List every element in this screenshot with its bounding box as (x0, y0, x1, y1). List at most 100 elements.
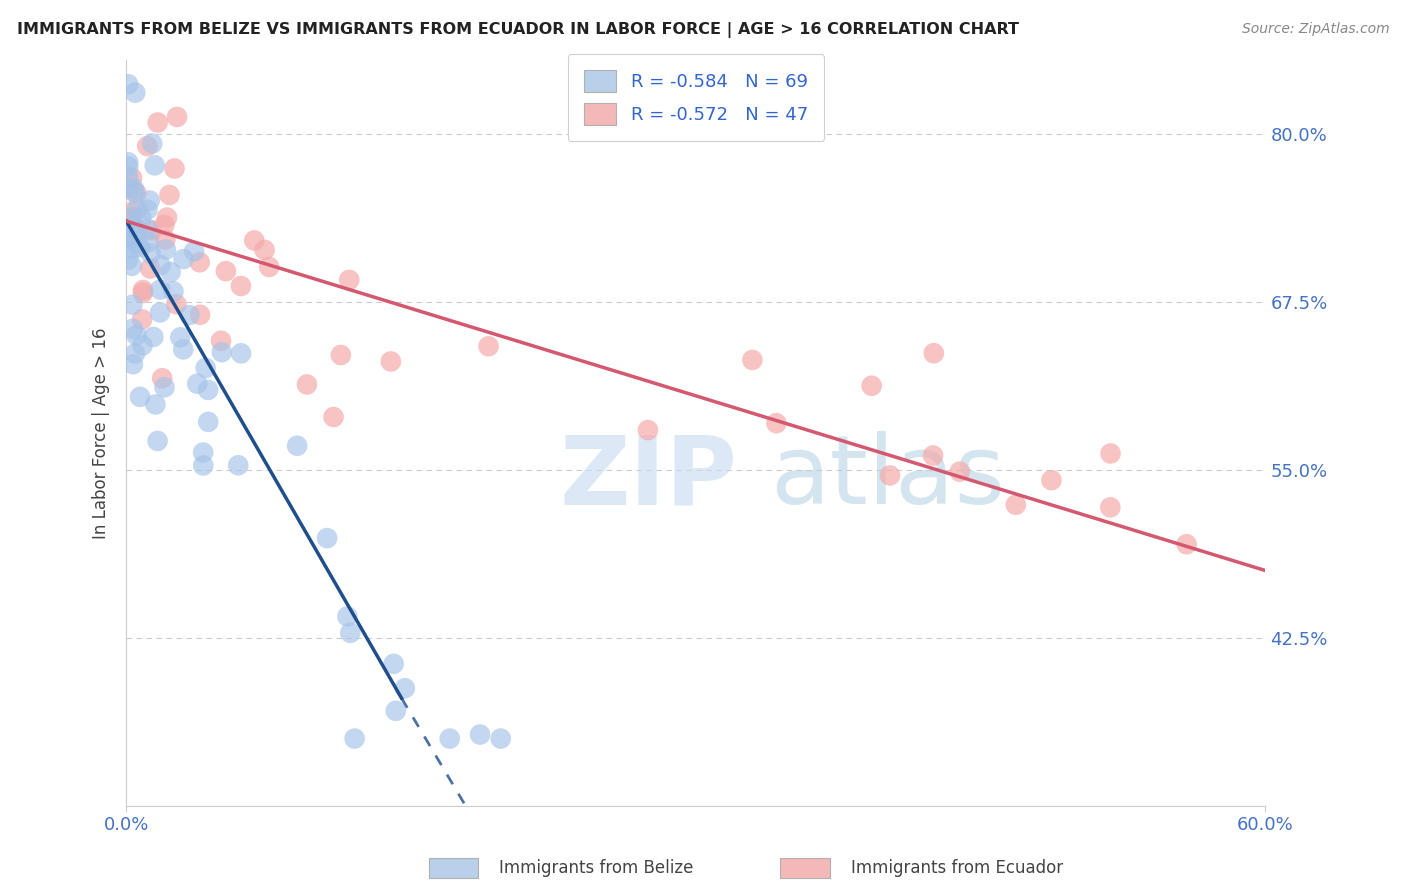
Point (141, 223, 163, 237)
Point (117, 77, 139, 91)
Point (229, 279, 252, 293)
Point (226, 458, 249, 473)
Point (637, 423, 659, 437)
Point (117, 155, 139, 169)
Point (125, 235, 148, 250)
Point (162, 285, 184, 299)
Point (143, 158, 166, 172)
Point (172, 252, 194, 266)
Point (183, 244, 205, 259)
Point (229, 346, 252, 360)
Point (159, 188, 181, 202)
Point (117, 252, 139, 267)
Point (439, 731, 461, 746)
Point (188, 255, 211, 269)
Point (129, 240, 152, 254)
Point (179, 308, 201, 322)
Point (121, 212, 143, 227)
Point (149, 258, 172, 272)
Point (146, 434, 169, 448)
Point (343, 731, 366, 746)
Point (394, 681, 416, 696)
Point (139, 246, 162, 260)
Point (337, 273, 360, 287)
Point (121, 219, 143, 234)
Point (172, 343, 194, 357)
Point (150, 371, 173, 385)
Point (384, 704, 406, 718)
Point (129, 390, 152, 404)
Point (146, 115, 169, 129)
Point (121, 210, 143, 224)
Point (382, 657, 405, 671)
Point (131, 312, 153, 326)
Point (322, 410, 344, 425)
Point (117, 169, 139, 184)
Point (131, 338, 153, 352)
Point (145, 397, 167, 411)
Point (149, 305, 172, 319)
Point (117, 233, 139, 247)
Point (136, 222, 159, 236)
Point (132, 285, 155, 300)
Point (316, 531, 339, 545)
Point (193, 458, 215, 473)
Text: atlas: atlas (770, 431, 1005, 524)
Point (117, 160, 139, 174)
Point (122, 357, 145, 371)
Point (860, 378, 883, 392)
Legend: R = -0.584   N = 69, R = -0.572   N = 47: R = -0.584 N = 69, R = -0.572 N = 47 (568, 54, 824, 141)
Point (380, 354, 402, 368)
Point (136, 202, 159, 217)
Point (243, 234, 266, 248)
Point (149, 283, 172, 297)
Point (136, 139, 159, 153)
Text: ZIP: ZIP (560, 431, 737, 524)
Text: IMMIGRANTS FROM BELIZE VS IMMIGRANTS FROM ECUADOR IN LABOR FORCE | AGE > 16 CORR: IMMIGRANTS FROM BELIZE VS IMMIGRANTS FRO… (17, 22, 1019, 38)
Point (156, 211, 179, 225)
Point (129, 211, 152, 225)
Point (153, 380, 176, 394)
Text: Immigrants from Ecuador: Immigrants from Ecuador (851, 859, 1063, 877)
Point (124, 86, 146, 100)
Point (468, 727, 491, 741)
Point (121, 322, 143, 336)
Point (285, 439, 308, 453)
Point (124, 186, 146, 200)
Point (166, 297, 188, 311)
Point (211, 345, 233, 359)
Point (209, 334, 232, 348)
Point (1099, 500, 1122, 515)
Point (193, 445, 215, 459)
Point (477, 339, 499, 353)
Point (257, 260, 280, 274)
Point (336, 609, 359, 624)
Point (1040, 473, 1063, 487)
Point (132, 283, 155, 297)
Point (121, 170, 143, 185)
Point (139, 261, 162, 276)
Point (121, 298, 143, 312)
Point (1099, 446, 1122, 460)
Point (489, 731, 512, 746)
Point (125, 223, 148, 237)
Point (197, 415, 219, 429)
Point (121, 259, 143, 273)
Point (329, 348, 352, 362)
Point (155, 233, 177, 247)
Point (922, 346, 945, 360)
Point (1175, 537, 1198, 551)
Point (169, 330, 191, 344)
Point (124, 346, 146, 360)
Point (186, 376, 208, 391)
Point (153, 218, 176, 232)
Point (127, 202, 149, 216)
Point (155, 243, 177, 257)
Point (879, 468, 901, 483)
Point (141, 136, 163, 151)
Point (117, 230, 139, 244)
Point (922, 449, 945, 463)
Point (159, 265, 181, 279)
Text: Immigrants from Belize: Immigrants from Belize (499, 859, 693, 877)
Point (163, 161, 186, 176)
